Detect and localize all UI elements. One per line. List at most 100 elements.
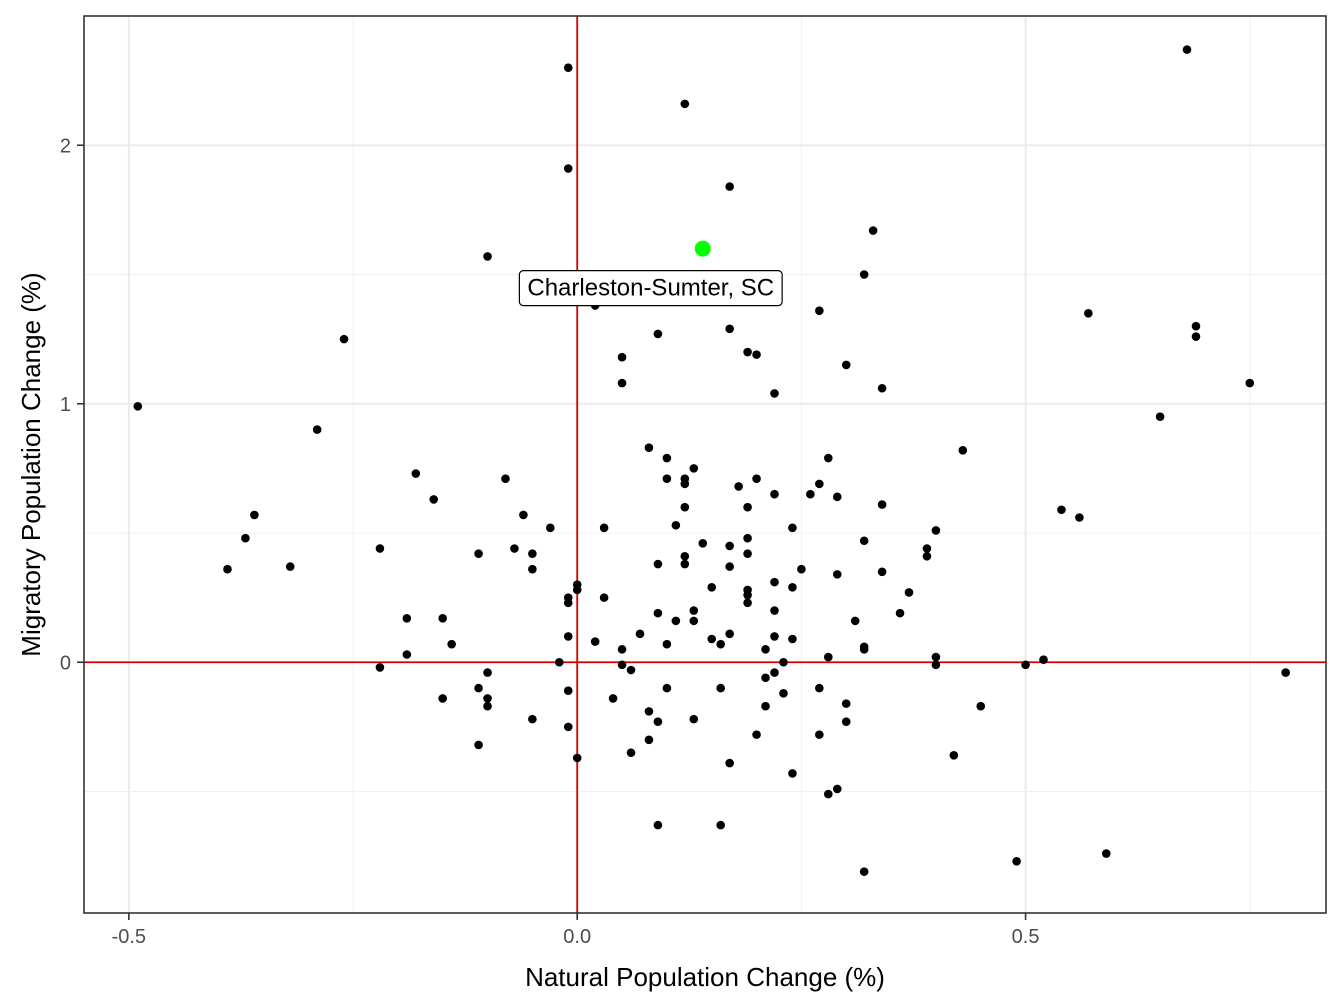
data-point xyxy=(447,639,456,649)
data-point xyxy=(788,582,797,592)
data-point xyxy=(563,598,573,608)
data-point xyxy=(832,570,842,579)
data-point xyxy=(563,632,573,641)
data-point xyxy=(761,701,770,711)
data-point xyxy=(1084,308,1093,318)
data-point xyxy=(743,590,752,600)
data-point xyxy=(554,657,564,667)
data-point xyxy=(339,334,349,344)
data-point xyxy=(608,694,618,703)
data-point xyxy=(563,63,573,73)
highlight-layer: Charleston-Sumter, SC xyxy=(518,240,783,307)
data-point xyxy=(617,352,627,362)
data-point xyxy=(671,616,681,626)
data-point xyxy=(734,482,743,491)
y-tick-label: 0 xyxy=(60,652,71,674)
data-point xyxy=(841,360,851,370)
data-point xyxy=(644,707,654,716)
data-point xyxy=(832,784,842,794)
data-point xyxy=(761,673,770,683)
data-point xyxy=(1191,332,1201,341)
data-point xyxy=(680,502,690,512)
data-point xyxy=(824,652,833,662)
data-point xyxy=(931,526,941,535)
data-point xyxy=(626,665,636,675)
data-point xyxy=(375,544,385,553)
data-point xyxy=(402,650,412,659)
data-point xyxy=(680,559,690,569)
data-point xyxy=(895,608,905,618)
reference-lines xyxy=(84,16,1326,913)
data-point xyxy=(474,549,483,558)
data-point xyxy=(671,520,681,530)
data-point xyxy=(662,639,672,649)
data-points xyxy=(133,45,1290,876)
data-point xyxy=(312,425,322,434)
data-point xyxy=(859,867,869,876)
data-point xyxy=(743,347,752,357)
data-point xyxy=(689,616,699,626)
data-point xyxy=(572,753,582,763)
data-point xyxy=(725,182,734,191)
data-point xyxy=(510,544,519,553)
data-point xyxy=(626,748,636,758)
data-point xyxy=(922,544,932,553)
data-point xyxy=(716,639,725,649)
data-point xyxy=(1155,412,1165,421)
data-point xyxy=(770,632,779,641)
data-point xyxy=(725,541,734,551)
data-point xyxy=(707,582,717,592)
data-point xyxy=(1182,45,1192,54)
data-point xyxy=(931,652,941,662)
data-point xyxy=(752,350,761,359)
data-point xyxy=(806,489,815,499)
data-point xyxy=(770,577,779,587)
data-point xyxy=(644,735,654,745)
data-point xyxy=(904,588,914,597)
data-point xyxy=(815,306,824,315)
data-point xyxy=(617,645,627,654)
y-axis-title: Migratory Population Change (%) xyxy=(16,272,46,656)
data-point xyxy=(563,722,573,732)
highlight-label: Charleston-Sumter, SC xyxy=(527,275,774,302)
data-point xyxy=(644,443,654,452)
y-tick-label: 1 xyxy=(60,394,71,416)
data-point xyxy=(779,657,788,667)
data-point xyxy=(824,453,833,463)
data-point xyxy=(528,564,537,574)
data-point xyxy=(752,474,761,484)
data-point xyxy=(402,614,412,623)
data-point xyxy=(949,751,959,760)
data-point xyxy=(859,536,869,546)
data-point xyxy=(761,645,770,654)
data-point xyxy=(824,789,833,799)
data-point xyxy=(223,564,232,574)
data-point xyxy=(797,564,806,574)
data-point xyxy=(635,629,645,639)
data-point xyxy=(1245,378,1255,388)
data-point xyxy=(868,226,878,235)
data-point xyxy=(599,593,609,602)
x-tick-label: -0.5 xyxy=(112,926,146,948)
data-point xyxy=(617,378,627,388)
data-point xyxy=(725,629,734,639)
data-point xyxy=(815,730,824,739)
data-point xyxy=(133,402,143,411)
data-point xyxy=(474,683,483,693)
data-point xyxy=(483,668,492,677)
data-point xyxy=(1075,513,1084,522)
data-point xyxy=(483,252,492,261)
data-point xyxy=(483,701,492,711)
panel-border xyxy=(83,15,1327,914)
data-point xyxy=(662,474,672,484)
data-point xyxy=(725,758,734,768)
data-point xyxy=(1191,321,1201,331)
data-point xyxy=(1057,505,1066,515)
data-point xyxy=(698,539,708,548)
data-point xyxy=(689,464,699,473)
x-axis-title: Natural Population Change (%) xyxy=(525,962,885,992)
y-tick-label: 2 xyxy=(60,135,71,157)
data-point xyxy=(770,489,779,499)
